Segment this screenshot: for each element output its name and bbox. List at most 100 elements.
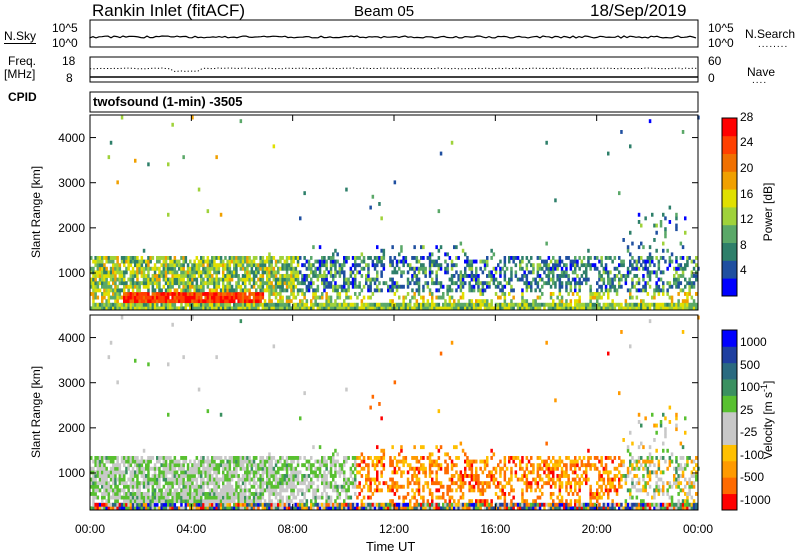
power-cell	[230, 259, 234, 264]
power-cell	[153, 299, 157, 304]
power-cell	[437, 248, 441, 253]
power-cell	[604, 266, 608, 271]
power-cell	[109, 274, 113, 278]
power-cell	[136, 299, 139, 304]
power-cell	[611, 259, 614, 264]
velocity-cell	[343, 474, 346, 478]
power-cell	[134, 158, 137, 163]
velocity-cell	[145, 477, 148, 482]
power-cell	[270, 306, 273, 311]
velocity-cell	[116, 470, 119, 475]
power-cell	[558, 274, 562, 278]
velocity-cell	[479, 459, 482, 464]
power-cell	[279, 274, 282, 278]
velocity-cell	[310, 456, 313, 460]
power-cell	[281, 281, 284, 286]
velocity-cell	[197, 470, 201, 475]
velocity-cell	[292, 474, 295, 478]
power-cell	[197, 266, 201, 271]
power-cell	[244, 270, 247, 275]
velocity-cell	[569, 499, 573, 504]
power-cell	[197, 270, 201, 275]
velocity-cell	[545, 502, 548, 507]
power-cell	[439, 284, 443, 289]
power-cell	[153, 295, 157, 300]
power-cell	[268, 263, 271, 268]
velocity-cell	[336, 492, 339, 496]
velocity-cell	[376, 459, 379, 464]
velocity-cell	[554, 481, 557, 486]
velocity-cell	[525, 484, 529, 489]
power-cell	[268, 292, 271, 296]
velocity-cell	[118, 488, 122, 493]
power-cell	[222, 295, 225, 300]
power-cell	[380, 270, 383, 275]
power-cell	[483, 281, 487, 286]
power-cell	[312, 302, 315, 307]
power-cell	[290, 266, 293, 271]
velocity-cell	[481, 470, 485, 475]
velocity-cell	[338, 484, 342, 489]
power-cell	[321, 277, 324, 282]
power-cell	[303, 306, 306, 311]
power-cell	[193, 302, 196, 307]
velocity-cell	[475, 502, 478, 507]
velocity-cell	[327, 495, 331, 500]
power-cell	[101, 277, 104, 282]
velocity-cell	[191, 470, 194, 475]
power-cell	[481, 270, 485, 275]
velocity-cell	[384, 502, 388, 507]
power-cell	[466, 306, 469, 311]
power-cell	[294, 256, 298, 260]
power-cell	[365, 302, 368, 307]
velocity-cell	[323, 481, 326, 486]
power-cell	[310, 256, 313, 260]
velocity-cell	[129, 474, 133, 478]
velocity-cell	[268, 492, 271, 496]
velocity-cell	[354, 459, 357, 464]
velocity-cell	[292, 459, 295, 464]
velocity-cell	[101, 474, 104, 478]
power-cell	[195, 284, 199, 289]
velocity-cell	[156, 506, 159, 511]
power-cell	[327, 302, 331, 307]
power-cell	[631, 256, 634, 260]
velocity-cell	[552, 456, 555, 460]
power-cell	[294, 284, 298, 289]
power-cell	[329, 270, 333, 275]
power-cell	[318, 295, 322, 300]
velocity-cell	[576, 463, 579, 468]
velocity-cell	[211, 481, 214, 486]
velocity-cell	[257, 506, 260, 511]
velocity-cell	[505, 502, 509, 507]
velocity-cell	[301, 474, 304, 478]
power-cell	[640, 302, 643, 307]
power-cell	[206, 306, 210, 311]
velocity-cell	[433, 502, 436, 507]
power-cell	[329, 295, 333, 300]
power-cell	[105, 270, 108, 275]
velocity-cell	[120, 315, 124, 320]
velocity-cell	[173, 481, 177, 486]
velocity-cell	[571, 506, 575, 511]
velocity-cell	[226, 502, 229, 507]
velocity-cell	[142, 466, 146, 471]
power-cell	[274, 292, 278, 296]
velocity-cell	[217, 502, 221, 507]
power-cell	[521, 295, 524, 300]
velocity-cell	[167, 484, 170, 489]
power-cell	[444, 266, 447, 271]
power-cell	[301, 274, 304, 278]
power-cell	[98, 256, 102, 260]
velocity-cell	[208, 495, 212, 500]
velocity-cell	[475, 481, 478, 486]
power-cell	[503, 306, 507, 311]
velocity-cell	[574, 488, 577, 493]
power-cell	[175, 259, 179, 264]
velocity-cell	[435, 481, 438, 486]
velocity-cell	[435, 459, 438, 464]
velocity-cell	[162, 459, 166, 464]
power-cell	[382, 281, 386, 286]
power-cell	[94, 274, 97, 278]
velocity-cell	[316, 488, 320, 493]
